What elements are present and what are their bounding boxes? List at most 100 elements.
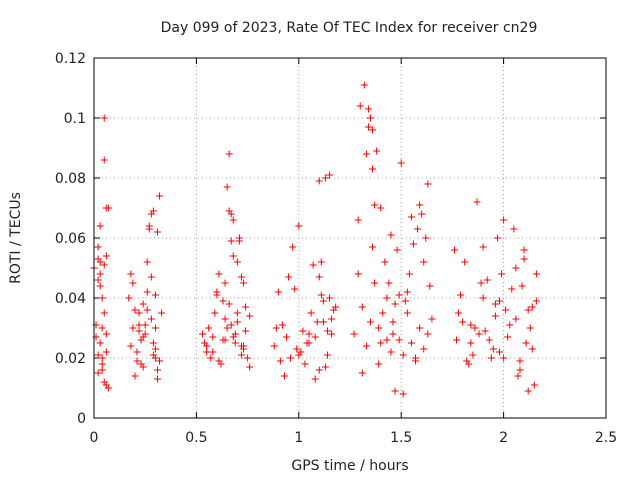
data-point [102,330,110,338]
data-point [289,243,297,251]
data-point [364,123,372,131]
data-point [299,327,307,335]
data-point [319,297,327,305]
data-point [522,339,530,347]
data-point [96,258,104,266]
data-point [487,354,495,362]
data-point [135,321,143,329]
data-point [366,318,374,326]
data-point [301,360,309,368]
data-point [98,294,106,302]
data-point [530,381,538,389]
data-point [377,339,385,347]
data-point [156,192,164,200]
data-point [305,339,313,347]
data-point [399,351,407,359]
data-point [285,273,293,281]
data-point [328,330,336,338]
data-point [291,285,299,293]
data-point [467,321,475,329]
data-point [153,228,161,236]
data-point [385,279,393,287]
data-point [153,366,161,374]
data-point [358,369,366,377]
data-point [131,306,139,314]
data-point [321,363,329,371]
data-point [143,306,151,314]
data-point [452,336,460,344]
data-point [317,291,325,299]
data-point [149,207,157,215]
data-points [90,81,540,398]
data-point [356,102,364,110]
data-point [102,381,110,389]
data-point [242,327,250,335]
data-point [98,354,106,362]
data-point [133,357,141,365]
data-point [135,309,143,317]
y-axis-label: ROTI / TECUs [8,192,24,284]
data-point [387,231,395,239]
data-point [461,258,469,266]
data-point [471,324,479,332]
data-point [278,321,286,329]
data-point [362,342,370,350]
data-point [145,222,153,230]
data-point [227,210,235,218]
data-point [125,294,133,302]
data-point [246,312,254,320]
data-point [518,282,526,290]
data-point [393,246,401,254]
data-point [532,270,540,278]
data-point [424,180,432,188]
data-point [399,390,407,398]
y-tick-label: 0.08 [55,171,86,187]
data-point [395,336,403,344]
data-point [244,354,252,362]
data-point [276,357,284,365]
data-point [309,261,317,269]
data-point [98,366,106,374]
data-point [283,333,291,341]
data-point [149,351,157,359]
data-point [407,213,415,221]
data-point [96,339,104,347]
grid-lines [94,58,606,418]
data-point [100,309,108,317]
data-point [233,309,241,317]
data-point [491,312,499,320]
data-point [512,315,520,323]
data-point [315,177,323,185]
data-point [481,327,489,335]
data-point [203,348,211,356]
data-point [391,300,399,308]
data-point [496,348,504,356]
data-point [147,273,155,281]
data-point [270,342,278,350]
data-point [350,330,358,338]
data-point [149,339,157,347]
data-point [354,270,362,278]
data-point [280,372,288,380]
data-point [141,321,149,329]
data-point [520,246,528,254]
data-point [526,324,534,332]
data-point [489,345,497,353]
data-point [139,300,147,308]
data-point [387,348,395,356]
data-point [469,351,477,359]
data-point [496,297,504,305]
data-point [479,243,487,251]
data-point [375,324,383,332]
data-point [373,147,381,155]
data-point [508,285,516,293]
data-point [326,171,334,179]
x-tick-labels: 0 0.5 1 1.5 2 2.5 [90,430,618,446]
data-point [127,270,135,278]
data-point [223,324,231,332]
data-point [366,114,374,122]
y-tick-labels: 0 0.02 0.04 0.06 0.08 0.1 0.12 [55,51,86,427]
data-point [151,345,159,353]
data-point [211,309,219,317]
